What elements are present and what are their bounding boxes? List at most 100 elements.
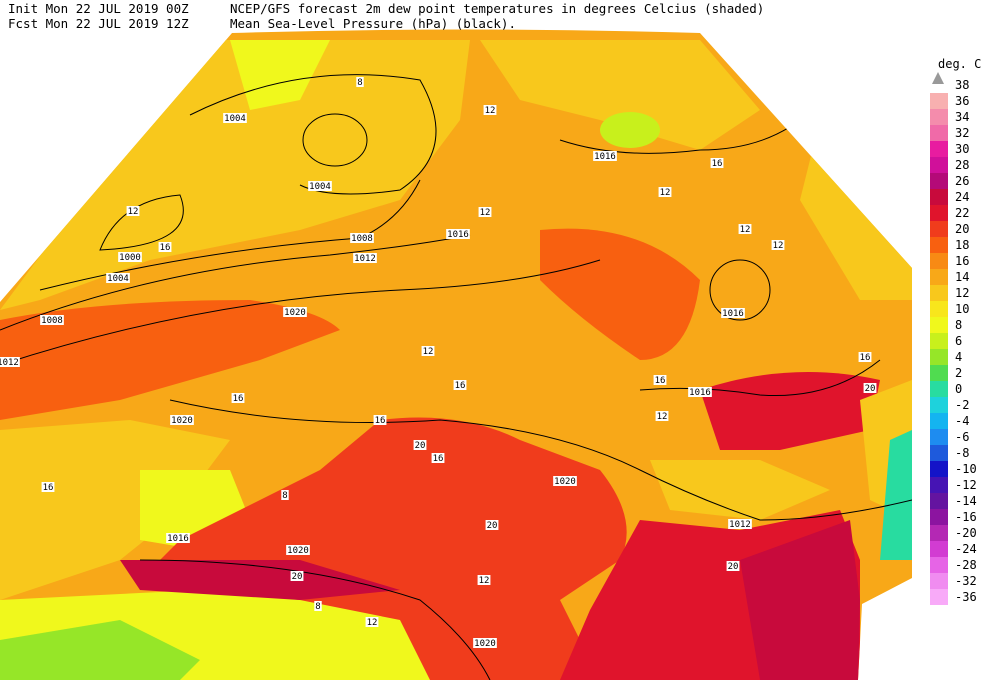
- isobar-label-box: [0, 357, 20, 367]
- legend-max-label: 38: [955, 78, 969, 92]
- legend-label: -16: [955, 510, 977, 524]
- legend-swatch: [930, 317, 948, 333]
- dewpoint-label: 20: [728, 562, 739, 572]
- isobar-label: 1016: [167, 534, 189, 544]
- dewpoint-label-box: [453, 380, 467, 390]
- isobar: [169, 399, 912, 521]
- legend-swatch: [930, 493, 948, 509]
- dewpoint-label: 16: [655, 376, 666, 386]
- dewpoint-label: 16: [43, 483, 54, 493]
- dewpoint-label-box: [314, 601, 322, 611]
- legend-unit: deg. C: [938, 57, 981, 71]
- isobar: [189, 74, 437, 195]
- legend-label: 0: [955, 382, 962, 396]
- legend-label: 26: [955, 174, 969, 188]
- dewpoint-label-box: [126, 206, 140, 216]
- legend-swatch: [930, 221, 948, 237]
- legend-label: 12: [955, 286, 969, 300]
- dewpoint-label: 8: [315, 602, 320, 612]
- legend-swatch: [930, 557, 948, 573]
- legend-label: -20: [955, 526, 977, 540]
- dewpoint-label-box: [281, 490, 289, 500]
- legend-swatch: [930, 253, 948, 269]
- legend-label: 16: [955, 254, 969, 268]
- isobar: [559, 119, 801, 154]
- legend-label: -32: [955, 574, 977, 588]
- legend-label: 32: [955, 126, 969, 140]
- dewpoint-label: 12: [128, 207, 139, 217]
- dewpoint-label-box: [365, 617, 379, 627]
- legend-swatch: [930, 525, 948, 541]
- legend-label: 34: [955, 110, 969, 124]
- isobar-label: 1020: [474, 639, 496, 649]
- isobar: [139, 559, 491, 680]
- legend-swatch: [930, 349, 948, 365]
- legend-swatch: [930, 205, 948, 221]
- dewpoint-label: 16: [433, 454, 444, 464]
- isobar-label: 1004: [309, 182, 331, 192]
- field-dark-red: [740, 520, 860, 680]
- isobar: [709, 259, 771, 321]
- legend-label: 6: [955, 334, 962, 348]
- isobar: [39, 179, 421, 291]
- legend-swatch: [930, 573, 948, 589]
- dewpoint-label-box: [726, 561, 740, 571]
- legend-max-arrow: [932, 72, 944, 84]
- legend-label: 4: [955, 350, 962, 364]
- isobar-label-box: [170, 415, 194, 425]
- field-yellow-light: [230, 40, 330, 110]
- legend-swatch: [930, 237, 948, 253]
- legend-label: -2: [955, 398, 969, 412]
- isobar-label: 1016: [447, 230, 469, 240]
- legend-swatch: [930, 397, 948, 413]
- legend-swatch: [930, 189, 948, 205]
- isobar-label-box: [353, 253, 377, 263]
- dewpoint-label-box: [483, 105, 497, 115]
- legend-label: -10: [955, 462, 977, 476]
- dewpoint-label-box: [858, 352, 872, 362]
- field-red: [150, 417, 627, 680]
- legend-swatch: [930, 365, 948, 381]
- dewpoint-label: 12: [657, 412, 668, 422]
- legend-label: 14: [955, 270, 969, 284]
- legend-swatch: [930, 157, 948, 173]
- isobar-label: 1004: [107, 274, 129, 284]
- legend-label: 2: [955, 366, 962, 380]
- legend-label: -28: [955, 558, 977, 572]
- isobar-label: 1020: [287, 546, 309, 556]
- isobar-label: 1000: [119, 253, 141, 263]
- isobar: [302, 113, 368, 167]
- legend-label: 18: [955, 238, 969, 252]
- legend-label: -36: [955, 590, 977, 604]
- isobar: [0, 259, 601, 366]
- dewpoint-label: 12: [423, 347, 434, 357]
- dewpoint-label: 12: [740, 225, 751, 235]
- isobar-label: 1020: [284, 308, 306, 318]
- legend-label: 30: [955, 142, 969, 156]
- isobar-label: 1020: [171, 416, 193, 426]
- field-yellow: [650, 460, 830, 520]
- isobar-label: 1020: [554, 477, 576, 487]
- isobar-label: 1008: [41, 316, 63, 326]
- legend-label: -4: [955, 414, 969, 428]
- field-green: [600, 112, 660, 148]
- isobar-label-box: [308, 181, 332, 191]
- dewpoint-label: 12: [660, 188, 671, 198]
- dewpoint-label-box: [431, 453, 445, 463]
- legend-swatch: [930, 445, 948, 461]
- isobar-label-box: [688, 387, 712, 397]
- isobar-label: 1004: [224, 114, 246, 124]
- field-yellow: [0, 40, 470, 310]
- dewpoint-label: 8: [282, 491, 287, 501]
- dewpoint-label-box: [158, 242, 172, 252]
- legend-swatch: [930, 125, 948, 141]
- isobar-label-box: [223, 113, 247, 123]
- dewpoint-label-box: [413, 440, 427, 450]
- legend-label: 22: [955, 206, 969, 220]
- legend-label: -6: [955, 430, 969, 444]
- legend-label: 24: [955, 190, 969, 204]
- dewpoint-label-box: [373, 415, 387, 425]
- legend-swatch: [930, 173, 948, 189]
- isobar: [0, 234, 471, 331]
